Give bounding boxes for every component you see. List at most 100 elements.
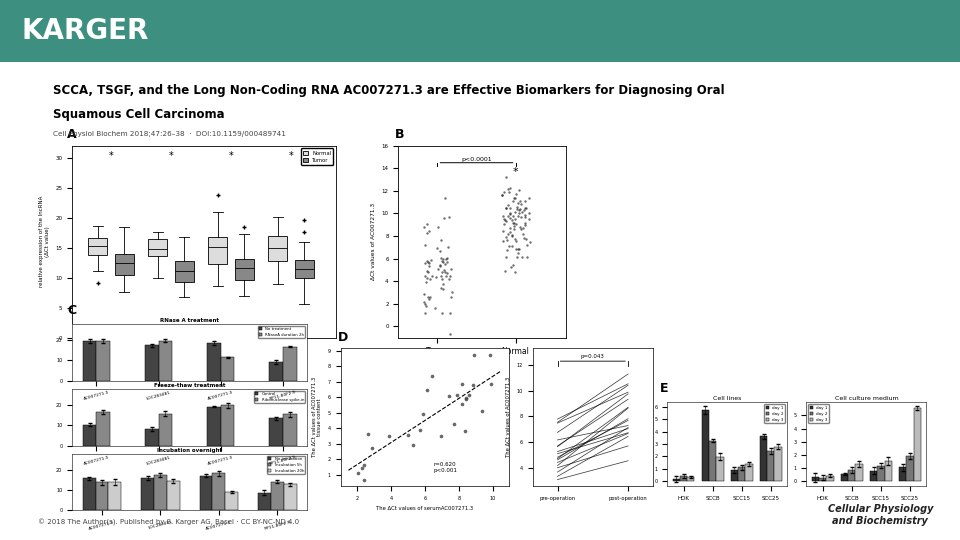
Point: [503, 262, 518, 271]
Point: [420, 258, 435, 266]
Text: p<0.0001: p<0.0001: [461, 157, 492, 161]
Bar: [145, 429, 158, 446]
Point: [419, 277, 434, 286]
Point: [511, 249, 526, 258]
Point: [506, 222, 521, 231]
Text: B: B: [396, 128, 404, 141]
Title: Cell culture medium: Cell culture medium: [834, 395, 899, 401]
Point: [517, 213, 533, 221]
Point: [475, 407, 491, 415]
Point: [503, 184, 518, 192]
Point: [499, 232, 515, 241]
Point: [441, 213, 456, 221]
Bar: [841, 474, 849, 481]
Point: [508, 267, 523, 276]
Point: [436, 279, 451, 288]
Point: [509, 245, 524, 254]
Point: [513, 205, 528, 214]
Point: [508, 190, 523, 198]
Point: [449, 391, 465, 400]
Point: [510, 203, 525, 212]
Point: [457, 426, 472, 435]
Legend: No treatment, RNaseA duration 2h: No treatment, RNaseA duration 2h: [257, 326, 305, 338]
Point: [424, 272, 440, 280]
Point: [504, 231, 519, 240]
Point: [507, 234, 522, 243]
Point: [507, 225, 522, 233]
Point: [508, 220, 523, 228]
Point: [418, 300, 433, 308]
Point: [522, 238, 538, 247]
Text: r=0.620
p<0.001: r=0.620 p<0.001: [433, 462, 457, 473]
Bar: [731, 470, 738, 481]
Point: [437, 214, 452, 222]
Bar: [83, 341, 96, 381]
Point: [421, 295, 437, 303]
Point: [444, 287, 459, 296]
Point: [430, 264, 445, 273]
Bar: [269, 362, 283, 381]
Bar: [212, 474, 226, 510]
Point: [349, 468, 365, 477]
Bar: [258, 492, 271, 510]
Bar: [716, 457, 724, 481]
Text: Cell Physiol Biochem 2018;47:26–38  ·  DOI:10.1159/000489741: Cell Physiol Biochem 2018;47:26–38 · DOI…: [53, 131, 286, 137]
Point: [361, 430, 376, 438]
Point: [443, 329, 458, 338]
Point: [438, 193, 453, 202]
Bar: [226, 491, 238, 510]
Bar: [884, 461, 892, 481]
Bar: [141, 478, 154, 510]
Point: [500, 235, 516, 244]
Bar: [900, 467, 906, 481]
Point: [503, 208, 518, 217]
Point: [444, 293, 459, 302]
Point: [498, 217, 514, 225]
Point: [417, 240, 432, 249]
Point: [499, 246, 515, 254]
Point: [434, 431, 449, 440]
Point: [420, 293, 436, 302]
Point: [501, 230, 516, 239]
Point: [496, 214, 512, 223]
Point: [441, 392, 456, 400]
Point: [521, 209, 537, 218]
Point: [440, 269, 455, 278]
Point: [508, 215, 523, 224]
Point: [506, 218, 521, 227]
Point: [441, 242, 456, 251]
Point: [482, 350, 497, 359]
Point: [514, 224, 529, 233]
PathPatch shape: [268, 236, 287, 261]
PathPatch shape: [208, 237, 228, 264]
Point: [512, 197, 527, 205]
Point: [503, 204, 518, 212]
Point: [498, 253, 514, 261]
Text: Squamous Cell Carcinoma: Squamous Cell Carcinoma: [53, 108, 225, 121]
Point: [500, 212, 516, 220]
Bar: [767, 451, 775, 481]
Point: [434, 284, 449, 292]
Point: [511, 199, 526, 207]
Point: [508, 208, 523, 217]
Bar: [849, 470, 855, 481]
Point: [438, 260, 453, 268]
Point: [432, 262, 447, 271]
Bar: [855, 464, 863, 481]
PathPatch shape: [175, 261, 194, 282]
Point: [521, 215, 537, 224]
Text: SCCA, TSGF, and the Long Non-Coding RNA AC007271.3 are Effective Biomarkers for : SCCA, TSGF, and the Long Non-Coding RNA …: [53, 84, 725, 97]
Bar: [680, 476, 687, 481]
Point: [454, 380, 469, 388]
Bar: [877, 466, 884, 481]
Legend: Control, Ribonuclease spike-in: Control, Ribonuclease spike-in: [254, 391, 305, 403]
Point: [420, 220, 435, 228]
Point: [510, 244, 525, 253]
Point: [498, 173, 514, 182]
Point: [517, 211, 533, 220]
Point: [518, 234, 534, 243]
Point: [517, 204, 533, 212]
Y-axis label: The ΔCt values of AC007271.3
tissue content: The ΔCt values of AC007271.3 tissue cont…: [312, 377, 323, 457]
Point: [440, 254, 455, 262]
Point: [416, 410, 431, 418]
